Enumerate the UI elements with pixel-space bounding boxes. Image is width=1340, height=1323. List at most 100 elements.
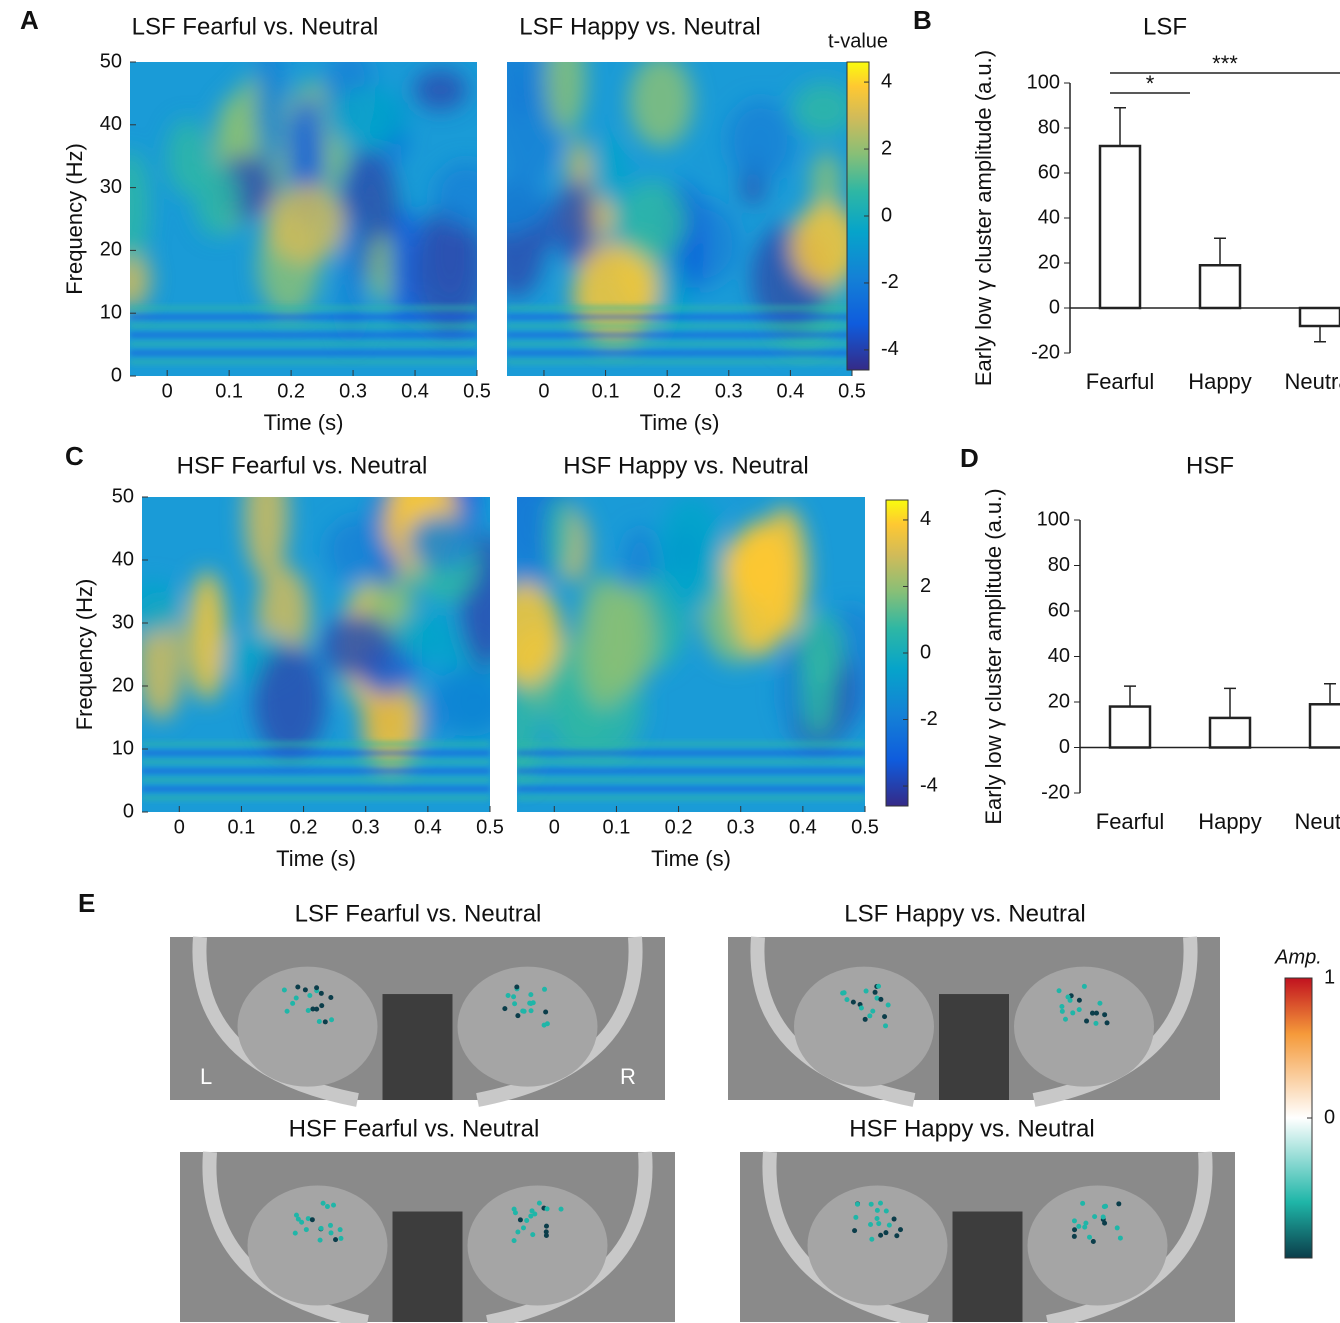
heatmap-blob [265,184,345,264]
electrode [544,1233,549,1238]
electrode [543,1010,548,1015]
electrode [1101,1215,1106,1220]
x-tick-label: 0.1 [215,380,243,402]
electrode [1072,1234,1077,1239]
y-tick-label: 10 [100,301,122,323]
electrode [542,987,547,992]
electrode [883,1023,888,1028]
x-tick-label: 0.5 [463,380,491,402]
colorbar-label: t-value [828,30,888,52]
midline [393,1212,463,1323]
y-tick-label: 0 [111,364,122,386]
colorbar-tick-label: 0 [881,204,892,226]
x-tick-label: 0 [174,816,185,838]
electrode [512,1238,517,1243]
heatmap-band [507,333,852,337]
x-axis-label: Time (s) [651,846,731,871]
error-bar [1324,684,1336,704]
temporal-lobe [248,1186,388,1306]
x-tick-label: 0.4 [414,816,442,838]
colorbar-tick-label: -2 [920,708,938,730]
electrode [1072,1218,1077,1223]
heatmap-band [517,742,865,746]
image-title: HSF Happy vs. Neutral [849,1115,1094,1142]
y-tick-label: 40 [112,548,134,570]
electrode [867,1013,872,1018]
side-label: L [200,1064,212,1089]
electrode [1094,1011,1099,1016]
y-tick-label: 50 [100,50,122,72]
electrode [296,1217,301,1222]
electrode [1097,1001,1102,1006]
electrode [1115,1225,1120,1230]
chart-title: LSF [1143,13,1187,40]
heatmap-blob [321,614,394,678]
y-tick-label: 40 [100,113,122,135]
panel-label: E [78,888,95,918]
x-tick-label: 0.2 [290,816,318,838]
electrode [1116,1201,1121,1206]
heatmap-blob [618,181,688,261]
chart-title: HSF Happy vs. Neutral [563,452,808,479]
electrode [325,1204,330,1209]
electrode [321,1201,326,1206]
electrode [530,1232,535,1237]
electrode [859,1005,864,1010]
x-tick-label: 0.3 [339,380,367,402]
side-label: R [620,1064,636,1089]
heatmap-blob [792,82,855,136]
electrode [1060,1009,1065,1014]
heatmap-band [142,751,490,755]
electrode [1077,1007,1082,1012]
heatmap-band [517,769,865,773]
heatmap-blob [434,162,499,229]
heatmap [124,452,513,812]
temporal-lobe [458,967,598,1087]
y-axis-label: Frequency (Hz) [72,579,97,731]
electrode [1091,1239,1096,1244]
chart-title: LSF Fearful vs. Neutral [132,13,379,40]
electrode [537,1201,542,1206]
image-title: LSF Happy vs. Neutral [844,900,1085,927]
heatmap-blob [326,518,385,583]
electrode [520,1009,525,1014]
electrode [844,997,849,1002]
electrode [502,1006,507,1011]
electrode [855,1202,860,1207]
heatmap [470,28,861,376]
electrode [529,1008,534,1013]
x-tick-label: 0.4 [401,380,429,402]
y-tick-label: 0 [123,800,134,822]
heatmap-band [130,360,477,364]
electrode [1059,1004,1064,1009]
y-tick-label: 20 [1038,251,1060,273]
electrode [515,1013,520,1018]
electrode [894,1233,899,1238]
y-tick-label: 60 [1038,161,1060,183]
electrode [331,1203,336,1208]
heatmap-blob [811,151,842,212]
colorbar-tick-label: -4 [920,774,938,796]
electrode [515,1229,520,1234]
error-bar [1114,108,1126,146]
electrode [1063,1017,1068,1022]
x-tick-label: Fearful [1096,809,1164,834]
electrode [882,1014,887,1019]
heatmap-band [142,742,490,746]
heatmap-blob [503,680,539,784]
electrode [338,1227,343,1232]
electrode [318,1238,323,1243]
y-tick-label: 20 [1048,690,1070,712]
x-tick-label: 0.2 [665,816,693,838]
electrode [1066,995,1071,1000]
electrode [1080,1201,1085,1206]
x-axis-label: Time (s) [276,846,356,871]
y-tick-label: -20 [1041,781,1070,803]
error-bar [1314,326,1326,342]
electrode [1084,1019,1089,1024]
electrode [870,1009,875,1014]
heatmap-blob [330,86,407,150]
electrode [878,997,883,1002]
electrode [328,1223,333,1228]
electrode [878,1201,883,1206]
